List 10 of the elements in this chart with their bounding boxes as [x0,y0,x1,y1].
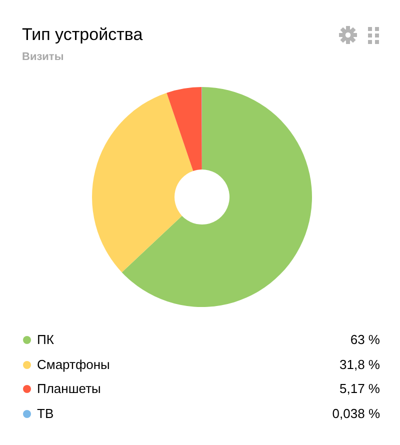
legend-label: Планшеты [37,380,101,398]
legend-label: Смартфоны [37,356,110,374]
chart-title: Тип устройства [22,25,143,45]
data-label: 0,038 % [332,405,380,424]
data-label: 31,8 % [340,356,380,374]
legend-label: ПК [37,331,54,349]
chart-subtitle: Визиты [22,51,64,64]
legend-label: ТВ [37,405,54,424]
data-label: 63 % [350,331,380,349]
data-label: 5,17 % [340,380,380,398]
